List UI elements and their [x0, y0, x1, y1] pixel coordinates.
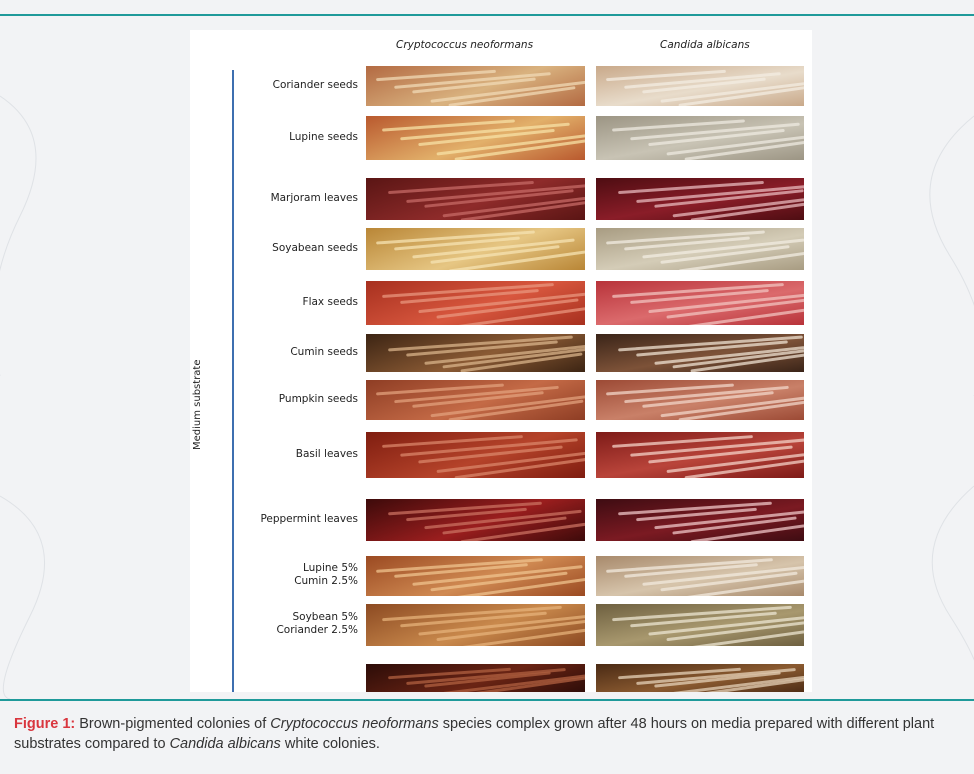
bottom-rule [0, 699, 974, 701]
row-label-line: Soyabean seeds [272, 242, 358, 254]
candida-plate-image [596, 228, 804, 270]
caption-italic-1: Cryptococcus neoformans [270, 716, 439, 732]
candida-plate-image [596, 116, 804, 160]
cryptococcus-plate-image [366, 334, 585, 372]
row-label: Marjoram leaves [244, 192, 358, 205]
candida-plate-image [596, 432, 804, 478]
row-label-line: Flax seeds [302, 296, 358, 308]
row-label-line: Lupine 5% [302, 562, 358, 574]
figure-panel: Cryptococcus neoformans Candida albicans… [190, 30, 812, 692]
caption-text-3: white colonies. [280, 736, 380, 753]
row-label-line: Cumin seeds [290, 346, 358, 358]
cryptococcus-plate-image [366, 228, 585, 270]
caption-label: Figure 1: [14, 716, 76, 732]
candida-plate-image [596, 178, 804, 220]
caption-text-2: species complex grown after 48 hours on … [14, 716, 935, 753]
row-label: Pumpkin seeds [244, 393, 358, 406]
row-label: Flax seeds [244, 296, 358, 309]
cryptococcus-plate-image [366, 556, 585, 596]
row-label-line: Coriander 2.5% [276, 624, 358, 637]
cryptococcus-plate-image [366, 604, 585, 646]
cryptococcus-plate-image [366, 281, 585, 325]
cryptococcus-plate-image [366, 380, 585, 420]
cryptococcus-plate-image [366, 116, 585, 160]
row-label-line: Lupine seeds [289, 131, 358, 143]
candida-plate-image [596, 281, 804, 325]
row-label: Lupine seeds [244, 131, 358, 144]
candida-plate-image [596, 556, 804, 596]
caption-italic-2: Candida albicans [169, 736, 281, 753]
candida-plate-image [596, 334, 804, 372]
candida-plate-image [596, 664, 804, 692]
row-label: Cumin seeds [244, 346, 358, 359]
candida-plate-image [596, 66, 804, 106]
column-header-candida: Candida albicans [660, 39, 750, 51]
row-label-line: Coriander seeds [272, 79, 358, 91]
row-label-line: Peppermint leaves [260, 513, 358, 525]
caption-text-1: Brown-pigmented colonies of [75, 716, 271, 732]
top-rule [0, 14, 974, 16]
row-label: Soyabean seeds [244, 242, 358, 255]
column-header-cryptococcus: Cryptococcus neoformans [396, 39, 534, 51]
cryptococcus-plate-image [366, 66, 585, 106]
row-label: Lupine 5% Cumin 2.5% [244, 562, 358, 588]
cryptococcus-plate-image [366, 499, 585, 541]
row-label-line: Cumin 2.5% [294, 575, 358, 588]
candida-plate-image [596, 380, 804, 420]
row-label-line: Marjoram leaves [270, 192, 358, 204]
row-label-line: Pumpkin seeds [278, 393, 358, 405]
row-label-line: Soybean 5% [292, 611, 358, 623]
axis-line [232, 70, 234, 692]
row-label: Coriander seeds [244, 79, 358, 92]
background-decoration [0, 95, 974, 699]
candida-plate-image [596, 499, 804, 541]
cryptococcus-plate-image [366, 178, 585, 220]
cryptococcus-plate-image [366, 432, 585, 478]
row-label: Peppermint leaves [244, 513, 358, 526]
row-label: Basil leaves [244, 448, 358, 461]
cryptococcus-plate-image [366, 664, 585, 692]
figure-caption: Figure 1: Brown-pigmented colonies of Cr… [14, 714, 964, 755]
row-label: Soybean 5% Coriander 2.5% [244, 611, 358, 637]
row-label-line: Basil leaves [295, 448, 358, 460]
candida-plate-image [596, 604, 804, 646]
